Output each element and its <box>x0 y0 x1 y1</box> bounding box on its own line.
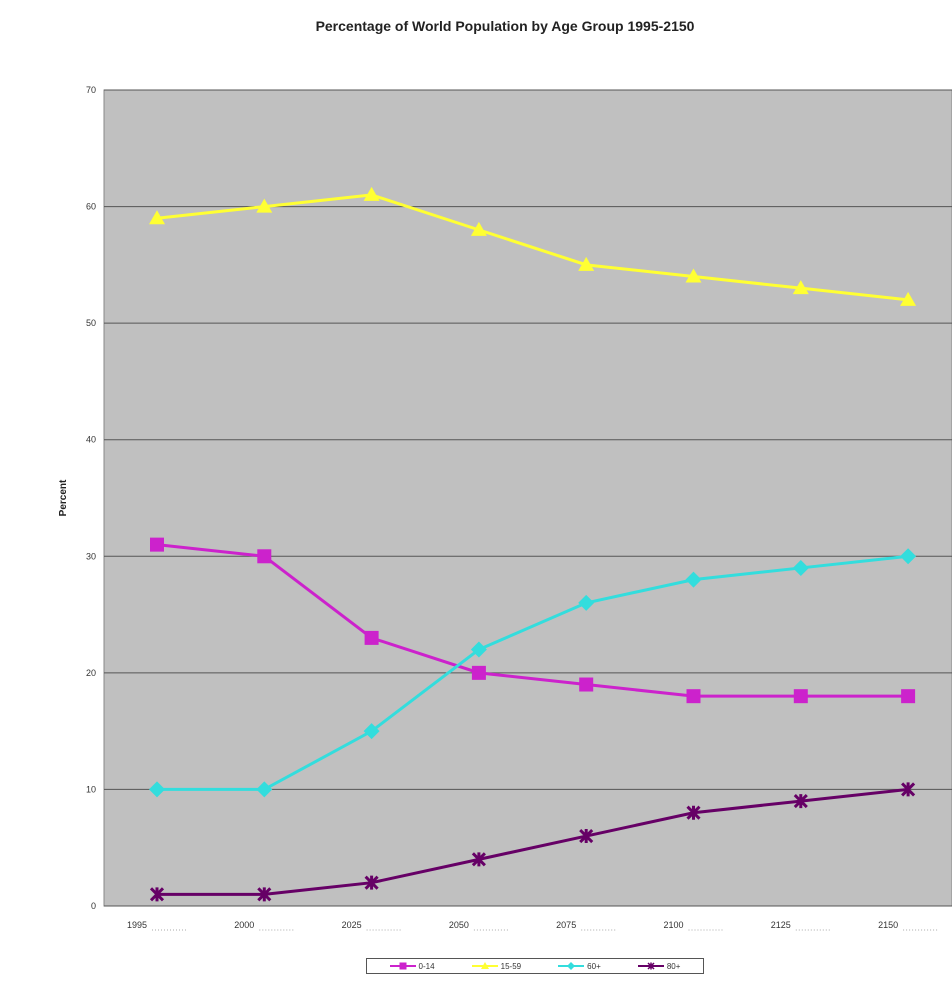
x-axis-ticks: 1995 2000 2025 2050 2075 2100 2125 2150 <box>127 920 939 931</box>
y-tick-label: 30 <box>86 551 96 561</box>
x-tick-label: 2150 <box>878 920 898 930</box>
x-tick-label: 2100 <box>663 920 683 930</box>
data-point-0-14 <box>793 689 808 704</box>
legend-item-0-14: 0-14 <box>389 961 435 971</box>
data-point-0-14 <box>364 630 379 645</box>
data-point-80+ <box>901 782 916 797</box>
x-tick-label: 1995 <box>127 920 147 930</box>
data-point-60+ <box>363 723 380 740</box>
x-tick-label: 2025 <box>342 920 362 930</box>
y-axis-ticks: 0 10 20 30 40 50 60 70 <box>86 85 96 911</box>
series-15-59 <box>149 186 917 306</box>
data-point-15-59 <box>685 268 702 283</box>
y-axis-label: Percent <box>58 479 69 516</box>
y-tick-label: 0 <box>91 901 96 911</box>
data-point-60+ <box>256 781 273 798</box>
series-line-60+ <box>157 554 909 791</box>
legend-swatch <box>637 962 664 970</box>
data-point-80+ <box>364 875 379 890</box>
data-point-60+ <box>685 571 702 588</box>
data-point-15-59 <box>578 256 595 271</box>
legend-label: 0-14 <box>418 961 435 971</box>
data-point-15-59 <box>363 186 380 201</box>
series-line-80+ <box>157 787 909 896</box>
data-point-80+ <box>257 887 272 902</box>
y-tick-label: 40 <box>86 435 96 445</box>
data-point-0-14 <box>471 665 486 680</box>
data-point-0-14 <box>257 549 272 564</box>
legend-item-15-59: 15-59 <box>471 961 522 971</box>
data-point-80+ <box>686 805 701 820</box>
data-point-80+ <box>793 794 808 809</box>
data-point-60+ <box>792 559 809 576</box>
data-point-60+ <box>149 781 165 798</box>
data-point-0-14 <box>150 537 164 552</box>
x-tick-label: 2000 <box>234 920 254 930</box>
data-point-0-14 <box>579 677 594 692</box>
legend: 0-14 15-59 60+ 80+ <box>366 958 704 974</box>
x-tick-label: 2075 <box>556 920 576 930</box>
legend-swatch <box>471 962 498 969</box>
data-point-0-14 <box>686 689 701 704</box>
y-tick-label: 10 <box>86 784 96 794</box>
legend-item-80+: 80+ <box>637 961 681 971</box>
data-point-15-59 <box>792 280 809 295</box>
legend-label: 15-59 <box>500 961 522 971</box>
data-point-0-14 <box>901 689 916 704</box>
series-line-0-14 <box>156 543 909 698</box>
y-tick-label: 50 <box>86 318 96 328</box>
series-60+ <box>149 548 917 798</box>
legend-swatch <box>558 962 585 970</box>
x-tick-label: 2125 <box>771 920 791 930</box>
x-tick-label: 2050 <box>449 920 469 930</box>
legend-label: 80+ <box>666 961 681 971</box>
series-80+ <box>149 782 916 902</box>
data-point-80+ <box>149 887 165 902</box>
legend-item-60+: 60+ <box>558 961 601 971</box>
data-point-80+ <box>471 852 486 867</box>
plot-area <box>103 89 952 907</box>
chart-title: Percentage of World Population by Age Gr… <box>315 18 695 34</box>
y-tick-label: 20 <box>86 668 96 678</box>
data-point-60+ <box>578 594 595 611</box>
data-point-15-59 <box>149 210 165 225</box>
data-point-15-59 <box>256 198 273 213</box>
data-point-15-59 <box>900 291 917 306</box>
data-point-60+ <box>470 641 487 658</box>
series-layer <box>149 186 917 902</box>
series-line-15-59 <box>156 193 909 302</box>
series-0-14 <box>150 537 916 704</box>
gridlines <box>104 89 952 907</box>
data-point-80+ <box>579 828 594 844</box>
data-point-60+ <box>900 548 917 565</box>
y-tick-label: 60 <box>86 202 96 212</box>
y-tick-label: 70 <box>86 85 96 95</box>
legend-label: 60+ <box>587 961 601 971</box>
data-point-15-59 <box>470 221 487 236</box>
legend-swatch <box>389 962 416 970</box>
